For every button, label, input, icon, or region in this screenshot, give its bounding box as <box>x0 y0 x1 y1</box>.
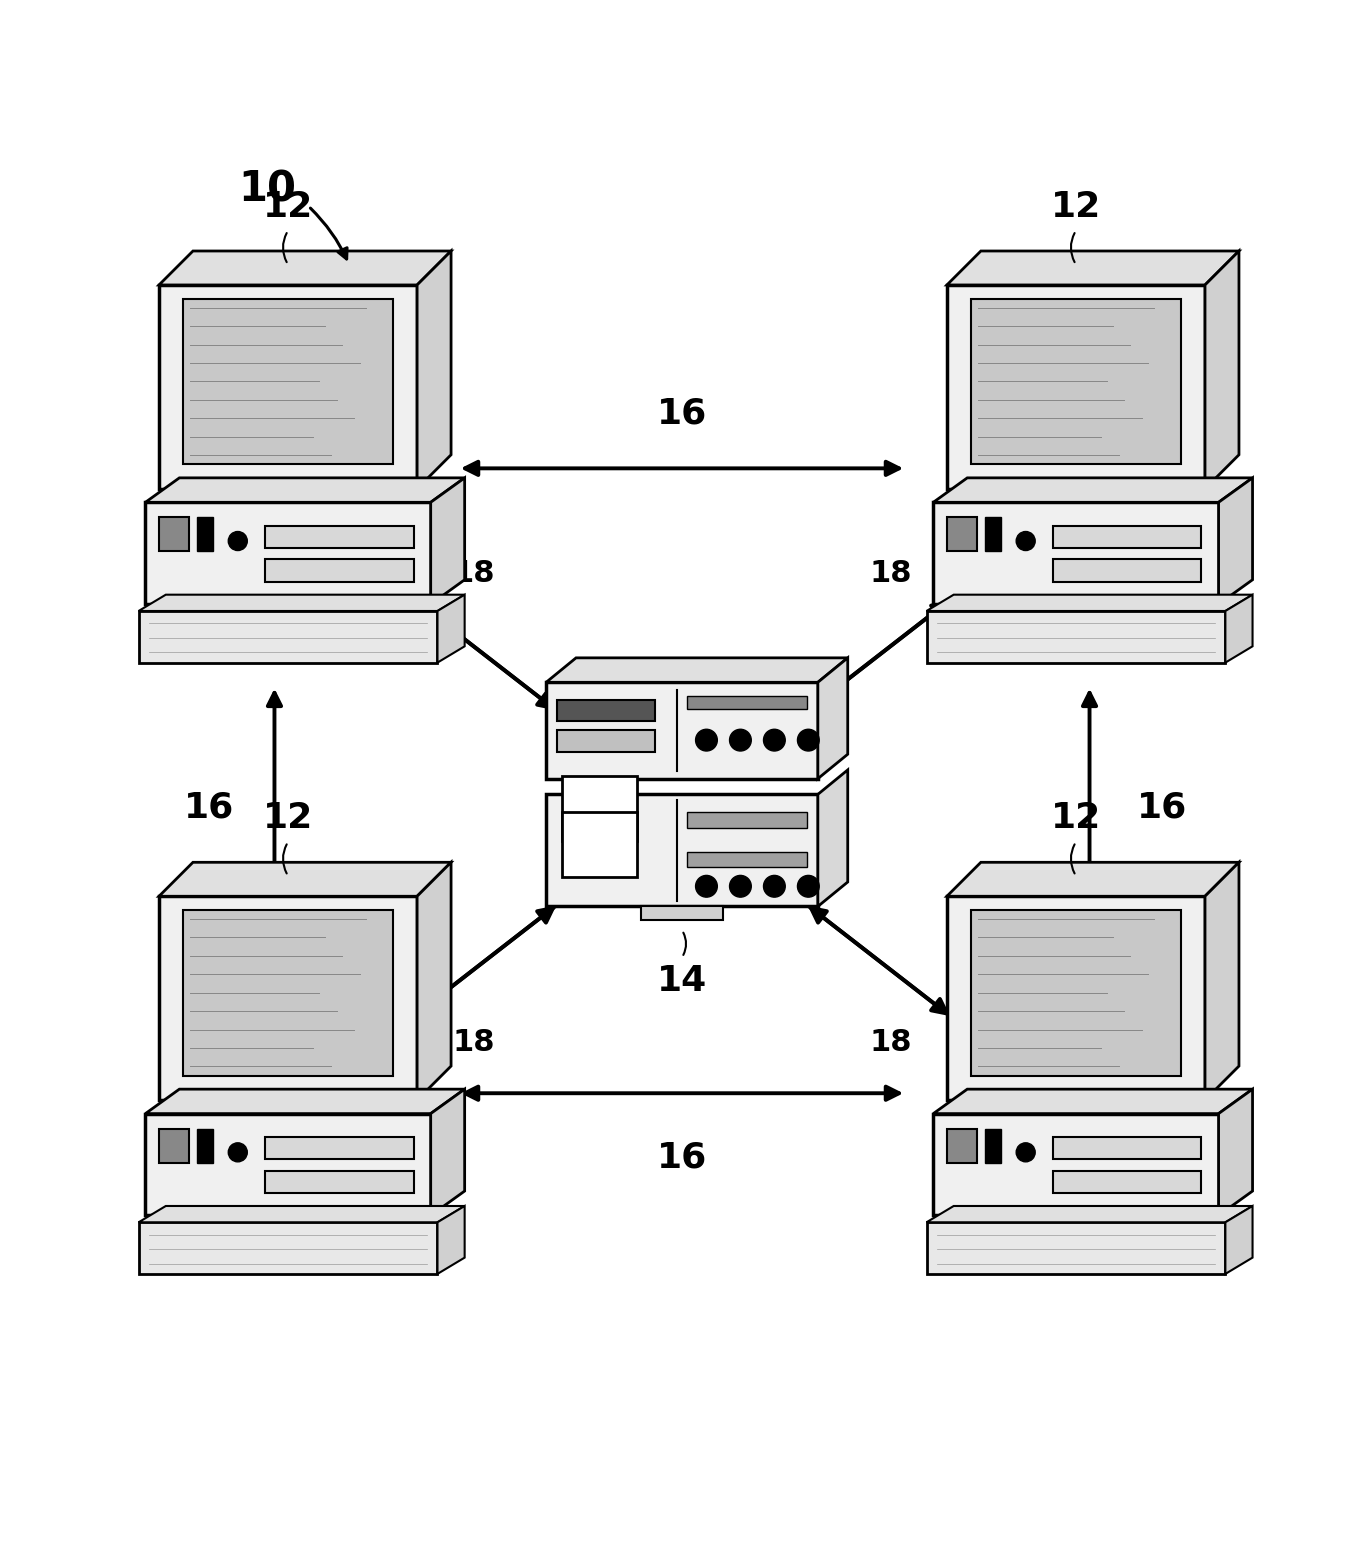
Text: 14: 14 <box>657 964 707 998</box>
Polygon shape <box>1218 478 1252 604</box>
Bar <box>926 1223 1225 1274</box>
Bar <box>687 695 807 709</box>
Polygon shape <box>139 1206 465 1223</box>
Circle shape <box>1016 1142 1035 1163</box>
Circle shape <box>730 876 752 898</box>
Text: 18: 18 <box>453 1028 495 1057</box>
Polygon shape <box>1204 862 1239 1101</box>
Circle shape <box>696 729 717 751</box>
Bar <box>1053 526 1202 548</box>
Polygon shape <box>818 658 848 779</box>
Text: 10: 10 <box>239 169 297 211</box>
Bar <box>971 910 1181 1076</box>
Bar <box>265 526 413 548</box>
Bar <box>160 517 188 551</box>
Bar <box>139 611 438 663</box>
Circle shape <box>798 729 820 751</box>
Bar <box>985 517 1001 551</box>
Bar <box>947 285 1204 489</box>
Text: 16: 16 <box>657 1141 707 1175</box>
Circle shape <box>1016 531 1035 551</box>
Bar <box>562 776 637 842</box>
Polygon shape <box>1225 1206 1252 1274</box>
Text: 12: 12 <box>263 802 314 834</box>
Bar <box>546 683 818 779</box>
Polygon shape <box>431 478 465 604</box>
Polygon shape <box>546 658 848 683</box>
Bar <box>687 813 807 828</box>
Text: 12: 12 <box>1050 190 1101 224</box>
Polygon shape <box>160 251 451 285</box>
Bar <box>265 1170 413 1194</box>
Polygon shape <box>1218 1090 1252 1215</box>
Bar <box>183 299 393 464</box>
Circle shape <box>730 729 752 751</box>
Bar <box>1053 1138 1202 1159</box>
Bar <box>196 1128 213 1163</box>
Bar <box>562 813 637 878</box>
Text: 18: 18 <box>869 1028 911 1057</box>
Text: 18: 18 <box>453 559 495 588</box>
Bar <box>265 559 413 582</box>
Circle shape <box>764 729 786 751</box>
Polygon shape <box>926 1206 1252 1223</box>
Circle shape <box>228 531 247 551</box>
Polygon shape <box>933 478 1252 502</box>
Text: 16: 16 <box>1138 791 1187 825</box>
Circle shape <box>228 1142 247 1163</box>
Bar <box>196 517 213 551</box>
Bar <box>160 896 417 1101</box>
Bar <box>1053 559 1202 582</box>
Polygon shape <box>933 1090 1252 1113</box>
Polygon shape <box>139 594 465 611</box>
Polygon shape <box>818 769 848 907</box>
Text: 16: 16 <box>184 791 233 825</box>
Bar <box>933 502 1218 604</box>
Bar <box>1053 1170 1202 1194</box>
Bar <box>985 1128 1001 1163</box>
Bar <box>183 910 393 1076</box>
Text: 18: 18 <box>869 559 911 588</box>
Bar <box>926 611 1225 663</box>
Polygon shape <box>438 594 465 663</box>
Text: 12: 12 <box>1050 802 1101 834</box>
Bar <box>947 1128 977 1163</box>
Bar <box>687 851 807 867</box>
Text: 12: 12 <box>263 190 314 224</box>
Bar <box>160 1128 188 1163</box>
Circle shape <box>696 876 717 898</box>
Circle shape <box>798 876 820 898</box>
Bar <box>947 517 977 551</box>
Bar <box>947 896 1204 1101</box>
Bar <box>160 285 417 489</box>
Polygon shape <box>146 478 465 502</box>
Bar <box>146 1113 431 1215</box>
Bar <box>641 907 723 920</box>
Bar <box>557 731 655 752</box>
Circle shape <box>764 876 786 898</box>
Polygon shape <box>438 1206 465 1274</box>
Bar <box>971 299 1181 464</box>
Polygon shape <box>947 251 1239 285</box>
Polygon shape <box>417 862 451 1101</box>
Polygon shape <box>1225 594 1252 663</box>
Polygon shape <box>146 1090 465 1113</box>
Polygon shape <box>431 1090 465 1215</box>
Polygon shape <box>926 594 1252 611</box>
Bar <box>933 1113 1218 1215</box>
Polygon shape <box>947 862 1239 896</box>
Bar <box>557 700 655 721</box>
Polygon shape <box>160 862 451 896</box>
Text: 16: 16 <box>657 396 707 430</box>
Bar <box>146 502 431 604</box>
Bar <box>265 1138 413 1159</box>
Bar <box>139 1223 438 1274</box>
Polygon shape <box>417 251 451 489</box>
Bar <box>546 794 818 907</box>
Polygon shape <box>1204 251 1239 489</box>
